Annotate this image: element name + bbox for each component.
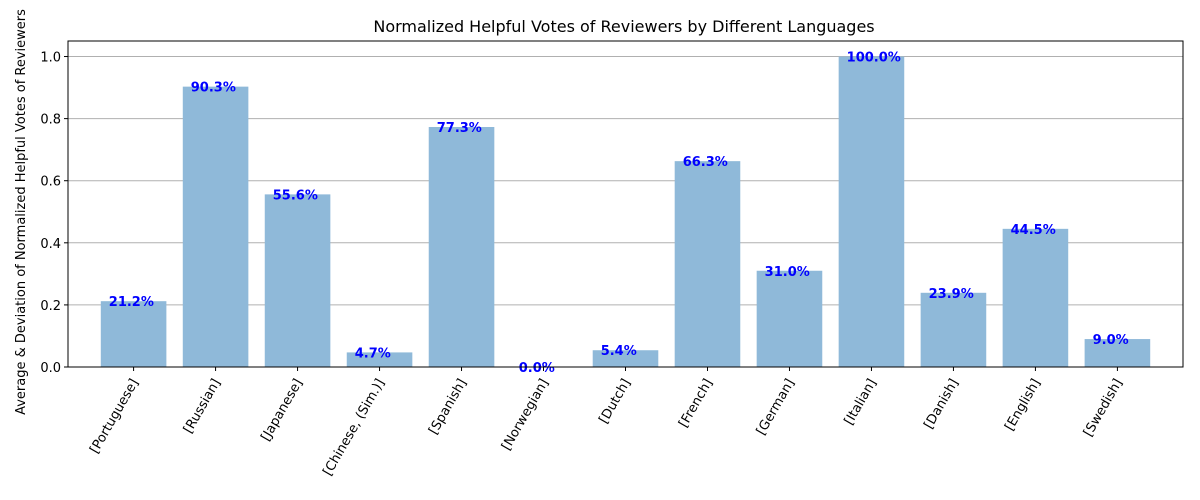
x-tick-label: [Norwegian] [499,377,552,454]
bar [1084,339,1151,367]
data-label: 77.3% [437,121,482,136]
y-tick-label: 0.0 [40,361,61,376]
data-label: 5.4% [601,344,637,359]
x-tick-label: [Danish] [921,377,961,432]
bar [428,127,495,367]
y-tick-label: 0.6 [40,175,61,190]
data-label: 31.0% [765,265,810,280]
y-tick-label: 0.4 [40,237,61,252]
data-label: 21.2% [109,295,154,310]
bars [100,56,1151,368]
data-labels: 21.2% 90.3% 55.6% 4.7% 77.3% 0.0% 5.4% 66.3% 31.… [109,51,1129,376]
bar [1002,228,1069,367]
x-tick-label: [English] [1002,377,1044,434]
bar [592,350,659,367]
x-tick-label: [Spanish] [426,377,470,438]
bar [674,161,741,367]
y-tick-label: 1.0 [40,51,61,66]
x-tick-label: [German] [754,377,798,438]
x-tick-label: [French] [676,377,716,431]
data-label: 9.0% [1093,333,1129,348]
x-tick-label: [Portuguese] [87,377,142,457]
data-label: 44.5% [1011,223,1056,238]
x-tick-label: [Russian] [181,377,224,437]
data-label: 55.6% [273,188,318,203]
x-tick-label: [Dutch] [597,377,634,427]
bar [182,86,249,367]
data-label: 66.3% [683,155,728,170]
chart-title: Normalized Helpful Votes of Reviewers by… [373,17,874,36]
x-tick-label: [Swedish] [1081,377,1126,440]
x-tick-label: [Japanese] [258,377,306,444]
y-tick-label: 0.8 [40,113,61,128]
data-label: 23.9% [929,287,974,302]
data-label: 100.0% [847,51,901,66]
bar [838,56,905,368]
y-axis-label: Average & Deviation of Normalized Helpfu… [14,9,29,415]
y-tick-label: 0.2 [40,299,61,314]
x-tick-label: [Chinese, (Sim.)] [320,377,388,479]
data-label: 0.0% [519,361,555,376]
bar [346,352,413,367]
data-label: 4.7% [355,346,391,361]
bar [756,270,823,367]
bar [264,194,331,367]
bar [100,301,167,367]
plot-frame [67,40,1184,368]
data-label: 90.3% [191,81,236,96]
bar [920,292,987,367]
x-tick-label: [Italian] [842,377,880,428]
